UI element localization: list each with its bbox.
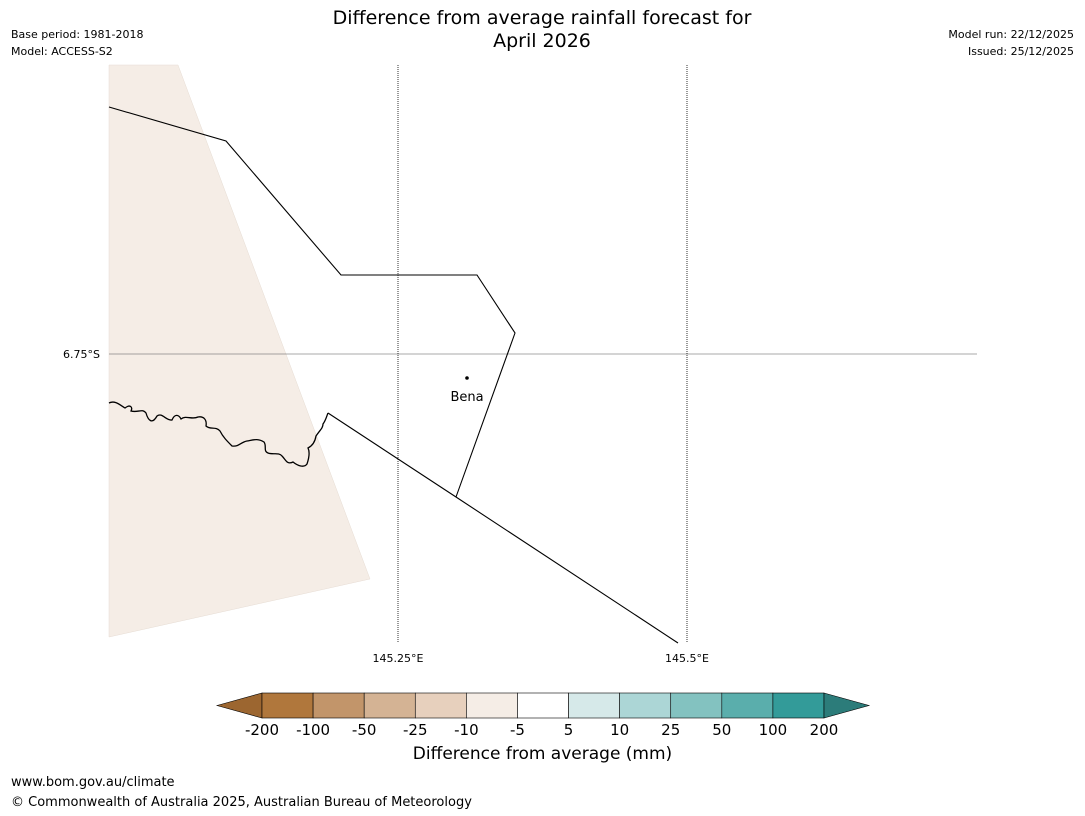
colorbar-swatch xyxy=(568,692,620,719)
base-period-text: Base period: 1981-2018 xyxy=(11,28,144,41)
colorbar-tick-label: 50 xyxy=(712,721,731,739)
model-text: Model: ACCESS-S2 xyxy=(11,45,113,58)
colorbar-extend-low xyxy=(215,692,263,719)
model-run-text: Model run: 22/12/2025 xyxy=(948,28,1074,41)
colorbar-tick-label: -25 xyxy=(403,721,428,739)
colorbar-tick-label: 100 xyxy=(759,721,788,739)
chart-title: Difference from average rainfall forecas… xyxy=(242,7,842,53)
bena-location-marker xyxy=(465,376,469,380)
longitude-label-145-5: 145.5°E xyxy=(665,652,709,665)
colorbar: -200 -100 -50 -25 -10 -5 5 10 25 50 100 200 xyxy=(215,692,871,739)
meta-right: Model run: 22/12/2025 Issued: 25/12/2025 xyxy=(948,26,1074,60)
district-boundary-upper xyxy=(108,106,516,498)
colorbar-tick-label: 25 xyxy=(661,721,680,739)
colorbar-tick-label: 10 xyxy=(610,721,629,739)
colorbar-swatches xyxy=(215,692,871,719)
colorbar-tick-label: -100 xyxy=(296,721,330,739)
colorbar-swatch xyxy=(414,692,467,719)
river-line xyxy=(108,401,329,467)
footer-copyright: © Commonwealth of Australia 2025, Austra… xyxy=(11,795,472,810)
colorbar-label: Difference from average (mm) xyxy=(412,744,673,764)
colorbar-extend-high xyxy=(823,692,871,719)
colorbar-swatch xyxy=(721,692,774,719)
colorbar-tick-labels: -200 -100 -50 -25 -10 -5 5 10 25 50 100 200 xyxy=(245,721,838,739)
longitude-label-145-25: 145.25°E xyxy=(373,652,424,665)
map-area: Bena 6.75°S 145.25°E 145.5°E xyxy=(63,64,977,665)
latitude-label: 6.75°S xyxy=(63,348,100,361)
bena-place-label: Bena xyxy=(450,390,483,405)
title-line-1: Difference from average rainfall forecas… xyxy=(332,7,752,29)
colorbar-tick-label: 5 xyxy=(564,721,574,739)
land-shaded-region xyxy=(108,64,371,638)
colorbar-tick-label: -5 xyxy=(510,721,525,739)
colorbar-tick-label: -50 xyxy=(352,721,377,739)
title-line-2: April 2026 xyxy=(493,30,591,52)
colorbar-swatch xyxy=(619,692,672,719)
colorbar-swatch xyxy=(517,692,569,719)
colorbar-swatch xyxy=(363,692,416,719)
colorbar-swatch xyxy=(261,692,314,719)
issued-text: Issued: 25/12/2025 xyxy=(967,45,1074,58)
colorbar-tick-label: -200 xyxy=(245,721,279,739)
district-boundary-lower xyxy=(327,412,679,644)
colorbar-tick-label: -10 xyxy=(454,721,479,739)
footer-url: www.bom.gov.au/climate xyxy=(11,775,175,790)
colorbar-swatch xyxy=(312,692,365,719)
colorbar-swatch xyxy=(670,692,723,719)
colorbar-swatch xyxy=(772,692,825,719)
colorbar-tick-label: 200 xyxy=(810,721,839,739)
colorbar-swatch xyxy=(466,692,518,719)
meta-left: Base period: 1981-2018 Model: ACCESS-S2 xyxy=(11,26,143,60)
